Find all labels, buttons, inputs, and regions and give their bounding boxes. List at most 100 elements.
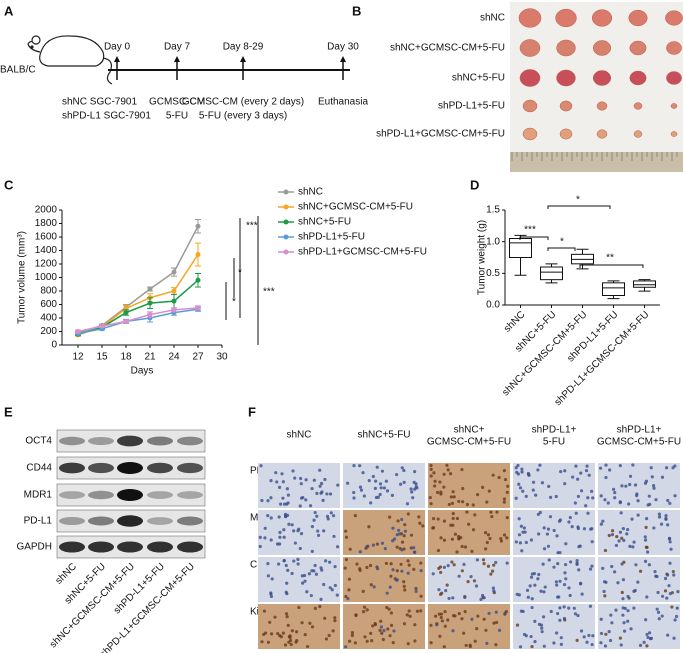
- data-point: [123, 318, 129, 324]
- ihc-nucleus: [316, 533, 321, 537]
- tumor-photo: [556, 39, 576, 57]
- ihc-nucleus: [269, 479, 273, 483]
- ihc-nucleus: [603, 594, 607, 598]
- data-point: [147, 300, 153, 306]
- y-axis-label: Tumor weight (g): [477, 220, 488, 295]
- ihc-nucleus: [479, 597, 483, 601]
- tumor-photo: [522, 99, 538, 113]
- ihc-nucleus: [258, 544, 262, 549]
- timeline-note: 5-FU: [166, 111, 188, 122]
- ihc-nucleus: [452, 495, 456, 499]
- legend-label: shPD-L1+5-FU: [298, 232, 365, 243]
- ihc-nucleus: [585, 464, 589, 468]
- ihc-nucleus: [406, 571, 410, 575]
- ihc-nucleus: [514, 540, 518, 544]
- ihc-nucleus: [622, 538, 626, 542]
- ihc-nucleus: [380, 631, 384, 635]
- protein-label: PD-L1: [24, 516, 53, 527]
- ihc-nucleus: [533, 640, 537, 644]
- ihc-nucleus: [304, 498, 308, 502]
- ruler: [510, 152, 683, 172]
- ihc-nucleus: [587, 633, 591, 638]
- ihc-nucleus: [448, 472, 453, 476]
- ihc-nucleus: [431, 526, 435, 530]
- ihc-nucleus: [442, 472, 446, 476]
- ihc-nucleus: [405, 613, 409, 617]
- ihc-nucleus: [457, 536, 461, 540]
- legend-marker: [283, 219, 289, 225]
- ihc-nucleus: [281, 631, 286, 635]
- ihc-nucleus: [451, 490, 455, 494]
- y-tick-label: 0.5: [486, 268, 500, 279]
- ihc-nucleus: [403, 523, 407, 527]
- ihc-nucleus: [666, 633, 670, 637]
- ihc-nucleus: [554, 494, 558, 499]
- timeline-note: Euthanasia: [318, 97, 368, 108]
- ihc-nucleus: [299, 476, 303, 481]
- ihc-nucleus: [486, 564, 491, 568]
- ihc-nucleus: [290, 523, 294, 527]
- tumor-photo: [633, 102, 643, 110]
- ihc-nucleus: [564, 542, 568, 546]
- ihc-nucleus: [473, 513, 477, 517]
- ihc-nucleus: [599, 494, 603, 498]
- blot-band: [147, 436, 173, 446]
- ihc-nucleus: [455, 516, 460, 521]
- ihc-nucleus: [275, 480, 279, 484]
- ihc-nucleus: [262, 609, 267, 613]
- tumor-photo: [670, 103, 678, 109]
- ihc-nucleus: [559, 642, 563, 646]
- ihc-nucleus: [321, 498, 325, 502]
- ihc-nucleus: [579, 471, 583, 475]
- ihc-nucleus: [333, 564, 337, 569]
- column-header: shNC: [286, 430, 311, 441]
- ihc-nucleus: [475, 558, 479, 562]
- day-label: Day 30: [327, 42, 359, 53]
- y-tick-label: 0: [51, 340, 57, 351]
- ihc-image: [598, 604, 680, 649]
- ihc-nucleus: [282, 535, 286, 539]
- ihc-nucleus: [282, 502, 287, 506]
- ihc-nucleus: [497, 475, 501, 480]
- ihc-nucleus: [586, 511, 590, 515]
- ihc-nucleus: [673, 618, 677, 622]
- ihc-nucleus: [524, 494, 528, 498]
- ihc-nucleus: [457, 499, 461, 504]
- ihc-nucleus: [580, 592, 584, 596]
- ihc-nucleus: [634, 563, 638, 567]
- ihc-nucleus: [644, 618, 648, 622]
- ihc-nucleus: [323, 477, 327, 482]
- ihc-nucleus: [599, 631, 604, 636]
- ihc-nucleus: [568, 593, 572, 598]
- significance-mark: *: [576, 195, 580, 206]
- ihc-nucleus: [543, 585, 547, 589]
- ihc-nucleus: [268, 620, 272, 624]
- ihc-nucleus: [350, 631, 355, 635]
- ihc-nucleus: [463, 545, 468, 549]
- ihc-nucleus: [277, 515, 281, 519]
- significance-mark: *: [232, 297, 236, 308]
- ihc-nucleus: [395, 569, 399, 573]
- ihc-nucleus: [328, 560, 332, 564]
- ihc-nucleus: [613, 570, 617, 574]
- ihc-nucleus: [446, 468, 450, 472]
- ihc-nucleus: [556, 595, 560, 599]
- ihc-nucleus: [577, 568, 581, 572]
- ihc-nucleus: [451, 614, 456, 618]
- box: [602, 282, 625, 297]
- ihc-nucleus: [460, 617, 464, 621]
- legend-label: shNC+GCMSC-CM+5-FU: [298, 202, 413, 213]
- ihc-nucleus: [655, 574, 659, 579]
- ihc-nucleus: [638, 643, 643, 647]
- ihc-nucleus: [319, 566, 323, 570]
- ihc-nucleus: [520, 467, 524, 471]
- ihc-nucleus: [408, 614, 412, 618]
- ihc-nucleus: [467, 522, 471, 526]
- ihc-nucleus: [613, 496, 617, 500]
- ihc-nucleus: [482, 617, 486, 621]
- ihc-nucleus: [433, 614, 438, 618]
- ihc-nucleus: [442, 565, 446, 569]
- ihc-nucleus: [541, 615, 546, 619]
- ihc-nucleus: [531, 488, 535, 492]
- ihc-nucleus: [446, 564, 450, 568]
